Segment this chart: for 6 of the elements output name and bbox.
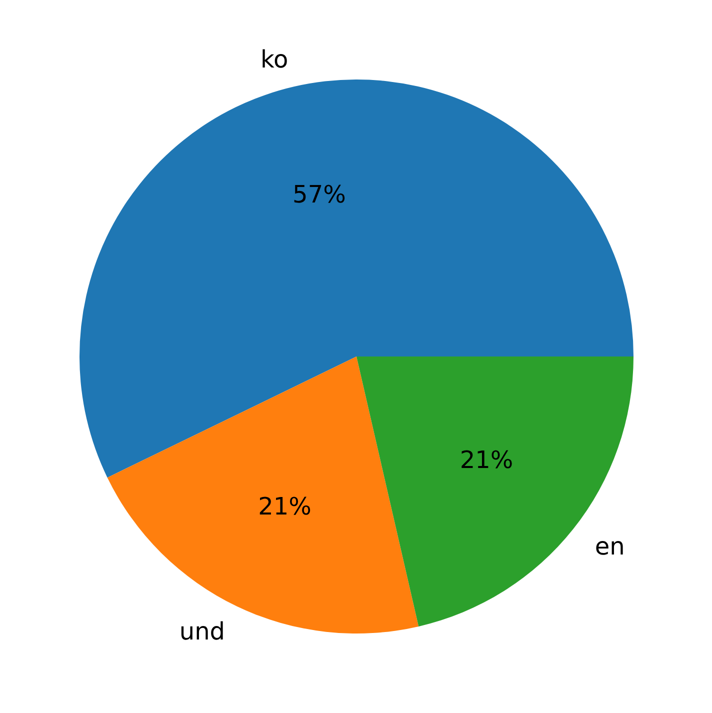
slice-label: en [594, 532, 625, 560]
slice-label: und [179, 617, 226, 646]
data-label: 21% [460, 446, 514, 474]
data-label: 21% [258, 492, 312, 520]
data-label: 57% [292, 180, 346, 209]
slice-label: ko [260, 46, 288, 74]
